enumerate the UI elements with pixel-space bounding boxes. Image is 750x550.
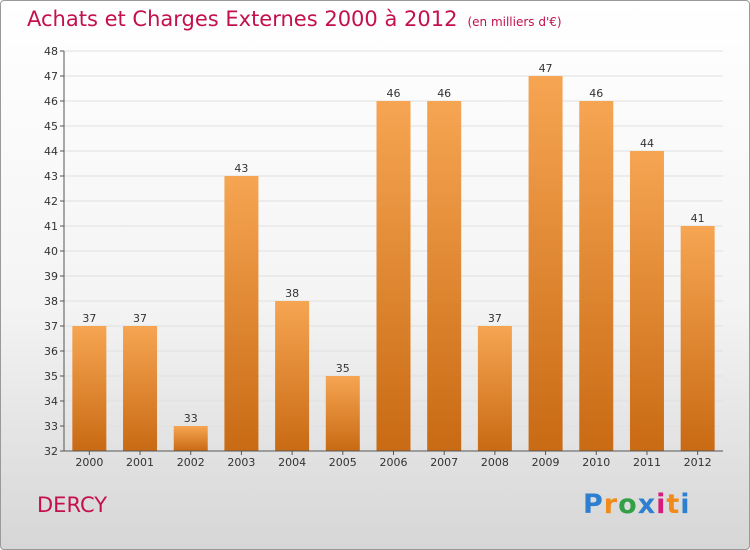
y-tick-label: 47	[44, 70, 58, 83]
y-tick-label: 40	[44, 245, 58, 258]
unit-text: (en milliers d'€)	[467, 15, 562, 29]
y-tick-label: 32	[44, 445, 58, 458]
logo-letter: i	[656, 489, 667, 520]
value-label: 46	[437, 87, 451, 100]
x-tick-label: 2011	[633, 456, 661, 469]
value-label: 43	[234, 162, 248, 175]
title-text: Achats et Charges Externes 2000 à 2012	[27, 7, 458, 31]
bar-2009	[528, 76, 563, 451]
value-label: 44	[640, 137, 654, 150]
logo-letter: i	[680, 489, 691, 520]
bar-2000	[72, 326, 107, 451]
y-tick-label: 42	[44, 195, 58, 208]
x-tick-label: 2009	[532, 456, 560, 469]
y-tick-label: 44	[44, 145, 58, 158]
value-label: 37	[488, 312, 502, 325]
logo-letter: x	[637, 489, 657, 520]
y-tick-label: 37	[44, 320, 58, 333]
proxiti-logo: Proxiti	[583, 489, 691, 520]
logo-letter: o	[618, 489, 638, 520]
x-tick-label: 2006	[380, 456, 408, 469]
x-tick-label: 2003	[227, 456, 255, 469]
city-name: DERCY	[37, 493, 108, 517]
y-tick-label: 34	[44, 395, 58, 408]
bar-2003	[224, 176, 259, 451]
logo-letter: r	[603, 489, 619, 520]
bar-2006	[376, 101, 411, 451]
value-label: 37	[82, 312, 96, 325]
y-tick-label: 36	[44, 345, 58, 358]
y-tick-label: 46	[44, 95, 58, 108]
y-tick-label: 43	[44, 170, 58, 183]
value-label: 47	[539, 62, 553, 75]
value-label: 33	[184, 412, 198, 425]
x-tick-label: 2010	[582, 456, 610, 469]
bar-2011	[629, 151, 664, 451]
chart-title: Achats et Charges Externes 2000 à 2012 (e…	[27, 7, 562, 31]
value-label: 46	[387, 87, 401, 100]
x-tick-label: 2000	[75, 456, 103, 469]
value-label: 38	[285, 287, 299, 300]
y-tick-label: 35	[44, 370, 58, 383]
bar-2012	[680, 226, 715, 451]
x-tick-label: 2005	[329, 456, 357, 469]
bar-2005	[325, 376, 360, 451]
y-tick-label: 41	[44, 220, 58, 233]
bar-2004	[275, 301, 310, 451]
y-tick-label: 33	[44, 420, 58, 433]
x-tick-label: 2007	[430, 456, 458, 469]
value-label: 35	[336, 362, 350, 375]
bar-2007	[427, 101, 462, 451]
y-tick-label: 48	[44, 45, 58, 58]
value-label: 37	[133, 312, 147, 325]
logo-letter: t	[666, 489, 681, 520]
value-label: 46	[589, 87, 603, 100]
y-tick-label: 45	[44, 120, 58, 133]
bar-2002	[173, 426, 208, 451]
x-tick-label: 2012	[684, 456, 712, 469]
y-tick-label: 38	[44, 295, 58, 308]
bar-2010	[579, 101, 614, 451]
x-tick-label: 2001	[126, 456, 154, 469]
y-tick-label: 39	[44, 270, 58, 283]
value-label: 41	[691, 212, 705, 225]
bar-2008	[477, 326, 512, 451]
logo-letter: P	[583, 489, 604, 520]
x-tick-label: 2002	[177, 456, 205, 469]
x-tick-label: 2004	[278, 456, 306, 469]
bar-2001	[123, 326, 158, 451]
x-tick-label: 2008	[481, 456, 509, 469]
